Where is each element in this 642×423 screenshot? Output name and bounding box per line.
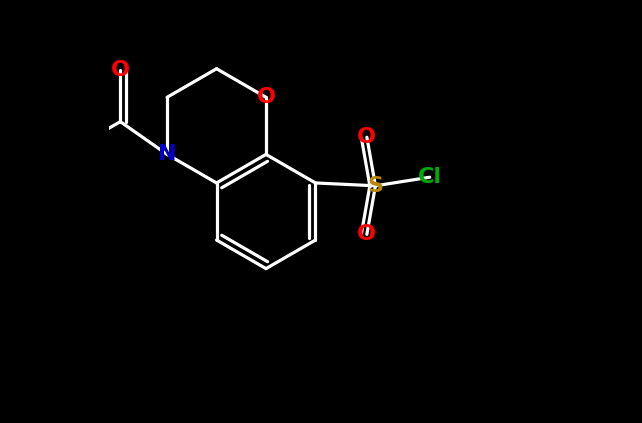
Text: N: N [158, 144, 177, 165]
Text: O: O [111, 60, 130, 80]
Text: O: O [358, 127, 376, 147]
Text: O: O [358, 224, 376, 244]
Text: Cl: Cl [418, 167, 442, 187]
Text: S: S [367, 176, 383, 196]
Text: O: O [257, 87, 275, 107]
